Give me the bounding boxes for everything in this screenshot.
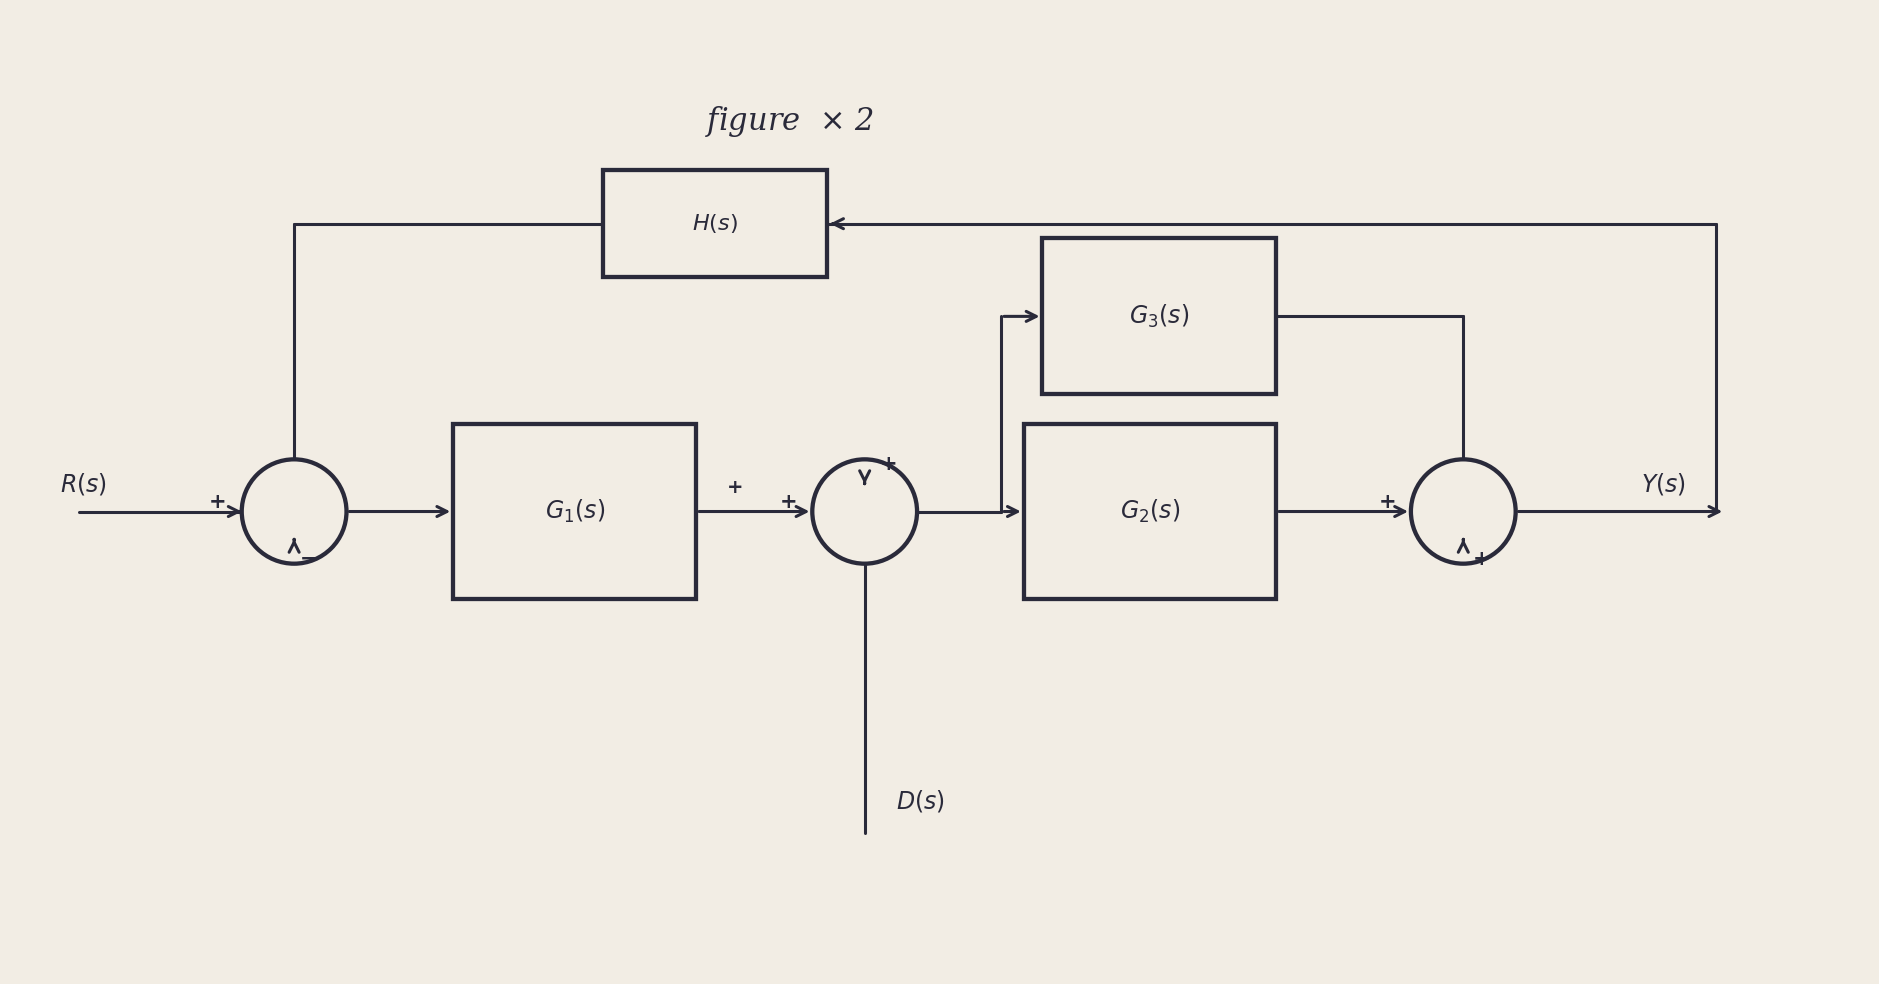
Bar — [453, 424, 697, 599]
Text: $G_2(s)$: $G_2(s)$ — [1120, 498, 1180, 525]
Text: figure  $\times$ 2: figure $\times$ 2 — [705, 103, 874, 139]
Text: $R(s)$: $R(s)$ — [60, 471, 107, 497]
Text: +: + — [780, 492, 797, 512]
Text: +: + — [209, 492, 227, 512]
Text: $D(s)$: $D(s)$ — [896, 788, 945, 814]
Text: $G_1(s)$: $G_1(s)$ — [545, 498, 605, 525]
Text: $G_3(s)$: $G_3(s)$ — [1129, 303, 1189, 330]
Text: +: + — [1379, 492, 1396, 512]
Text: +: + — [727, 478, 744, 497]
Ellipse shape — [1411, 460, 1516, 564]
Ellipse shape — [242, 460, 346, 564]
Text: $Y(s)$: $Y(s)$ — [1640, 471, 1685, 497]
Text: −: − — [301, 549, 318, 569]
Bar — [1024, 424, 1276, 599]
Text: $H(s)$: $H(s)$ — [691, 213, 738, 235]
Ellipse shape — [812, 460, 917, 564]
Bar — [603, 170, 827, 277]
Bar — [1043, 238, 1276, 395]
Text: +: + — [1473, 549, 1490, 569]
Text: +: + — [879, 455, 898, 474]
